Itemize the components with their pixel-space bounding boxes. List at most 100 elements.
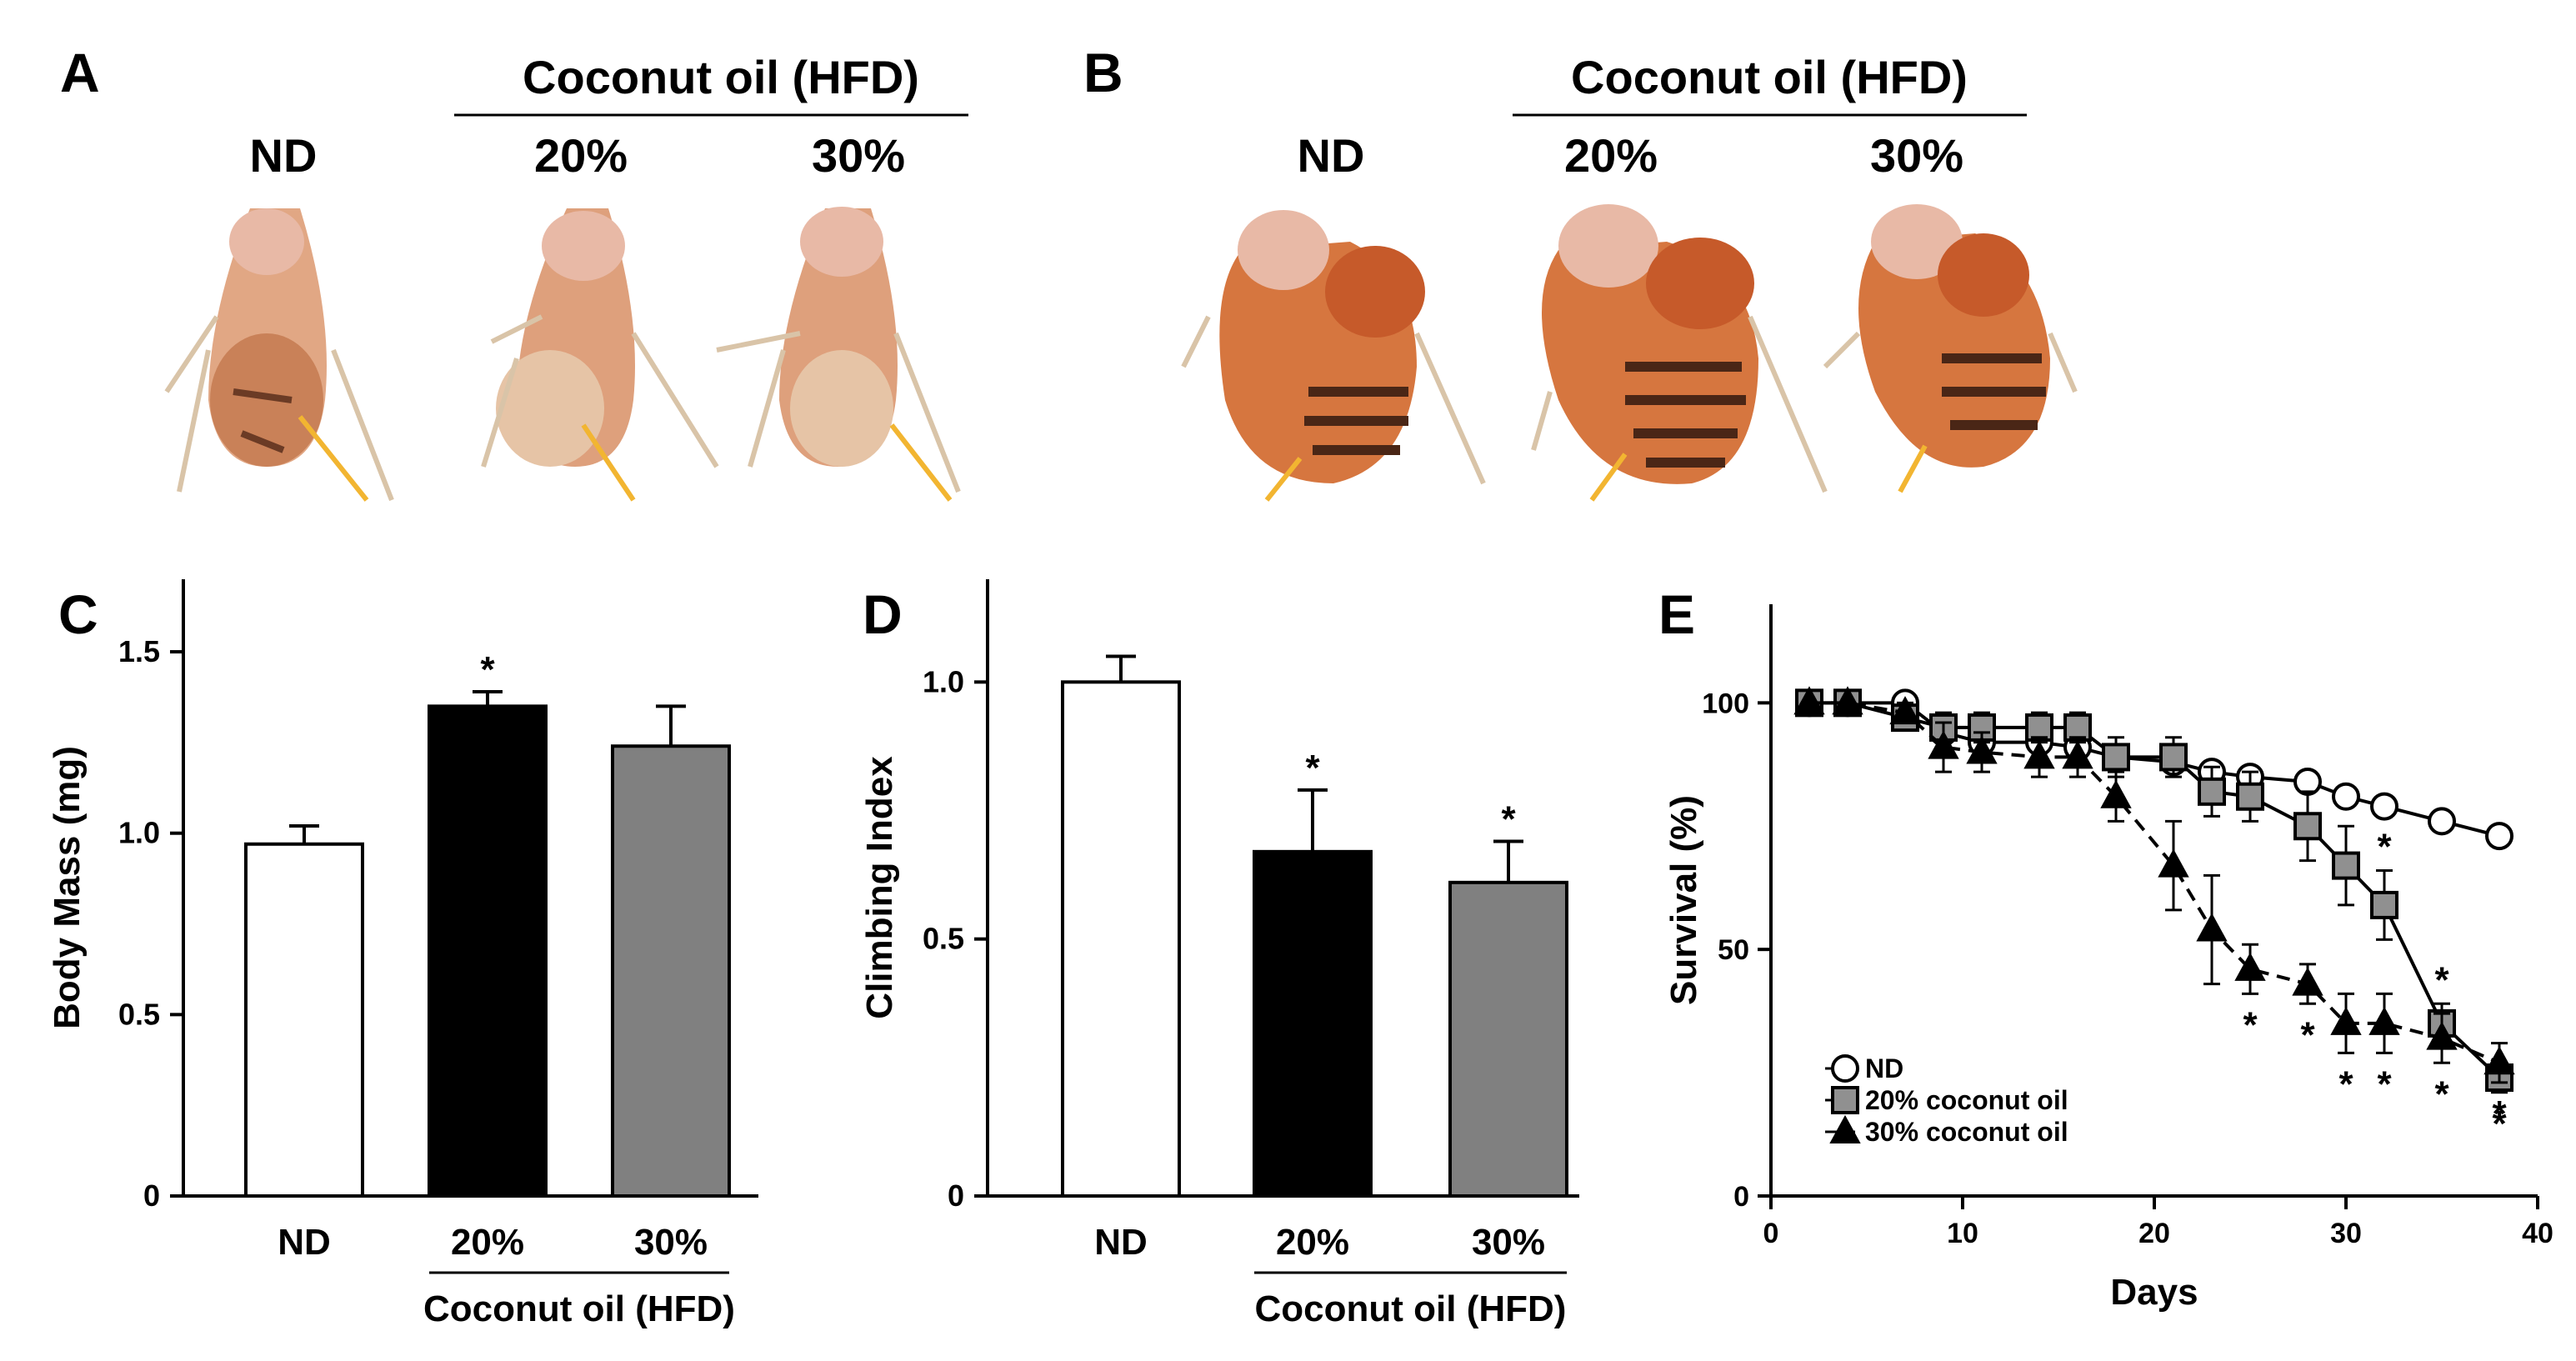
fly-photo-b-30 <box>1823 204 2078 493</box>
data-point <box>1928 730 1959 759</box>
data-point <box>1966 735 1998 764</box>
panel-b-label-20: 20% <box>1564 129 1658 182</box>
x-tick-label: 20 <box>2138 1218 2170 1249</box>
data-point <box>2426 1021 2458 1050</box>
data-point <box>2025 713 2053 742</box>
x-tick-label: 30% <box>1472 1222 1545 1263</box>
legend-marker <box>1831 1054 1859 1083</box>
bar-nd <box>1061 680 1181 1198</box>
x-tick-label: 20% <box>1276 1222 1349 1263</box>
x-tick-label: 30 <box>2330 1218 2362 1249</box>
data-point <box>2428 807 2456 836</box>
x-tick-label: 30% <box>634 1222 708 1263</box>
data-point <box>1889 696 1921 725</box>
data-point <box>2234 952 2266 981</box>
group-label: Coconut oil (HFD) <box>423 1288 735 1329</box>
significance-marker: * <box>2492 1093 2507 1134</box>
data-point <box>2370 792 2398 821</box>
y-tick-label: 1.5 <box>118 634 160 668</box>
fly-photo-a-nd <box>164 208 394 502</box>
y-tick-label: 100 <box>1702 688 1749 719</box>
panel-a-label-30: 30% <box>812 129 905 182</box>
significance-marker: * <box>2377 827 2392 868</box>
significance-marker: * <box>480 649 495 690</box>
y-tick-label: 50 <box>1718 934 1749 966</box>
data-point <box>2332 851 2360 880</box>
series-20-coconut-oil: *** <box>1795 688 2513 1144</box>
x-tick-label: ND <box>1094 1222 1148 1263</box>
y-axis-label: Climbing Index <box>859 756 900 1019</box>
data-point <box>2330 1006 2362 1035</box>
series-line <box>1809 701 2501 1079</box>
bar-30pct <box>611 744 731 1198</box>
panel-b: B Coconut oil (HFD) ND 20% 30% <box>1083 42 2078 502</box>
data-point <box>2159 743 2188 772</box>
significance-marker: * <box>2434 1073 2449 1114</box>
y-axis-label: Survival (%) <box>1663 795 1704 1005</box>
x-tick-label: ND <box>278 1222 331 1263</box>
data-point <box>2485 822 2513 851</box>
data-point <box>2102 743 2130 772</box>
significance-marker: * <box>2492 1103 2507 1144</box>
data-point <box>2332 782 2360 811</box>
y-tick-label: 0 <box>1733 1181 1749 1213</box>
data-point <box>1832 686 1863 715</box>
y-axis-label: Body Mass (mg) <box>47 746 88 1029</box>
data-point <box>2196 913 2228 942</box>
data-point <box>1793 686 1825 715</box>
y-tick-label: 0 <box>948 1178 964 1213</box>
panel-a: A Coconut oil (HFD) ND 20% 30% <box>60 42 968 502</box>
series-30-coconut-oil: * * * * * * <box>1793 686 2515 1134</box>
panel-c-letter: C <box>58 583 98 645</box>
fly-photo-b-nd <box>1181 210 1486 502</box>
y-tick-label: 0 <box>143 1178 160 1213</box>
legend-label: ND <box>1865 1053 1903 1083</box>
significance-marker: * <box>2243 1004 2258 1045</box>
group-label: Coconut oil (HFD) <box>1255 1288 1567 1329</box>
fly-photo-a-30 <box>716 207 961 502</box>
data-point <box>2100 779 2132 808</box>
y-tick-label: 1.0 <box>923 664 964 698</box>
y-tick-label: 0.5 <box>118 997 160 1031</box>
significance-marker: * <box>2377 1063 2392 1104</box>
significance-marker: * <box>2338 1063 2353 1104</box>
data-point <box>2023 740 2055 769</box>
x-tick-label: 0 <box>1763 1218 1779 1249</box>
series-line <box>1809 701 2500 838</box>
y-tick-label: 0.5 <box>923 922 964 956</box>
panel-c: C 0 0.5 1.0 1.5 Body Mass (mg) ND * 20% 30% Cocon… <box>47 579 758 1329</box>
data-point <box>2062 740 2093 769</box>
panel-d: D 0 0.5 1.0 Climbing Index ND * 20% * 30% Coconut… <box>859 579 1579 1329</box>
bar-nd <box>244 842 364 1198</box>
significance-marker: * <box>1501 799 1516 840</box>
panel-a-label-nd: ND <box>250 129 318 182</box>
body-mass-chart: 0 0.5 1.0 1.5 Body Mass (mg) ND * 20% 30% Coconut… <box>47 579 758 1329</box>
panel-b-label-nd: ND <box>1298 129 1365 182</box>
data-point <box>2292 967 2323 996</box>
legend-label: 20% coconut oil <box>1865 1085 2068 1115</box>
legend-marker <box>1829 1114 1861 1143</box>
data-point <box>2483 1046 2515 1075</box>
x-tick-label: 40 <box>2522 1218 2553 1249</box>
legend-marker <box>1831 1086 1859 1114</box>
data-point <box>2293 812 2322 841</box>
panel-b-letter: B <box>1083 42 1123 103</box>
bar-30pct <box>1448 880 1568 1198</box>
data-point <box>2198 777 2226 806</box>
legend-label: 30% coconut oil <box>1865 1117 2068 1147</box>
panel-d-letter: D <box>863 583 903 645</box>
x-axis-label: Days <box>2110 1272 2198 1313</box>
significance-marker: * <box>2434 959 2449 1000</box>
panel-b-group-header: Coconut oil (HFD) <box>1571 51 1968 103</box>
data-point <box>2370 890 2398 919</box>
data-point <box>2158 848 2189 878</box>
bar-20pct <box>428 704 548 1198</box>
x-tick-label: 10 <box>1947 1218 1978 1249</box>
panel-b-label-30: 30% <box>1870 129 1963 182</box>
fly-photo-a-20 <box>481 208 719 502</box>
significance-marker: * <box>1305 748 1320 788</box>
panel-a-letter: A <box>60 42 100 103</box>
